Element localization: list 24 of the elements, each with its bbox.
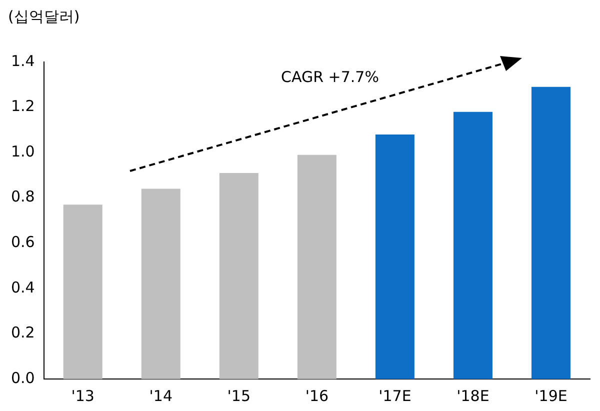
x-tick-label: '15 xyxy=(227,386,251,405)
y-tick-label: 1.0 xyxy=(10,142,35,160)
x-tick-label: '19E xyxy=(534,386,568,405)
annotation: CAGR +7.7% xyxy=(281,68,379,86)
bar xyxy=(297,154,336,379)
y-tick-label: 1.2 xyxy=(10,97,35,116)
y-tick-label: 0.4 xyxy=(10,278,35,296)
bar xyxy=(141,188,180,379)
bar xyxy=(63,204,102,379)
bar xyxy=(453,112,492,379)
bar xyxy=(375,134,414,379)
x-tick-label: '17E xyxy=(378,386,412,405)
x-tick-label: '18E xyxy=(456,386,490,405)
y-axis-title: (십억달러) xyxy=(8,7,80,26)
y-tick-label: 0.0 xyxy=(10,368,35,387)
y-tick-label: 0.2 xyxy=(10,324,35,342)
x-tick-label: '16 xyxy=(305,386,329,405)
bar xyxy=(219,172,258,379)
x-tick-label: '13 xyxy=(71,386,94,405)
bar xyxy=(531,86,570,379)
y-tick-label: 0.6 xyxy=(10,233,35,252)
y-tick-label: 0.8 xyxy=(10,188,35,206)
x-tick-label: '14 xyxy=(149,386,172,405)
y-tick-label: 1.4 xyxy=(10,52,35,70)
